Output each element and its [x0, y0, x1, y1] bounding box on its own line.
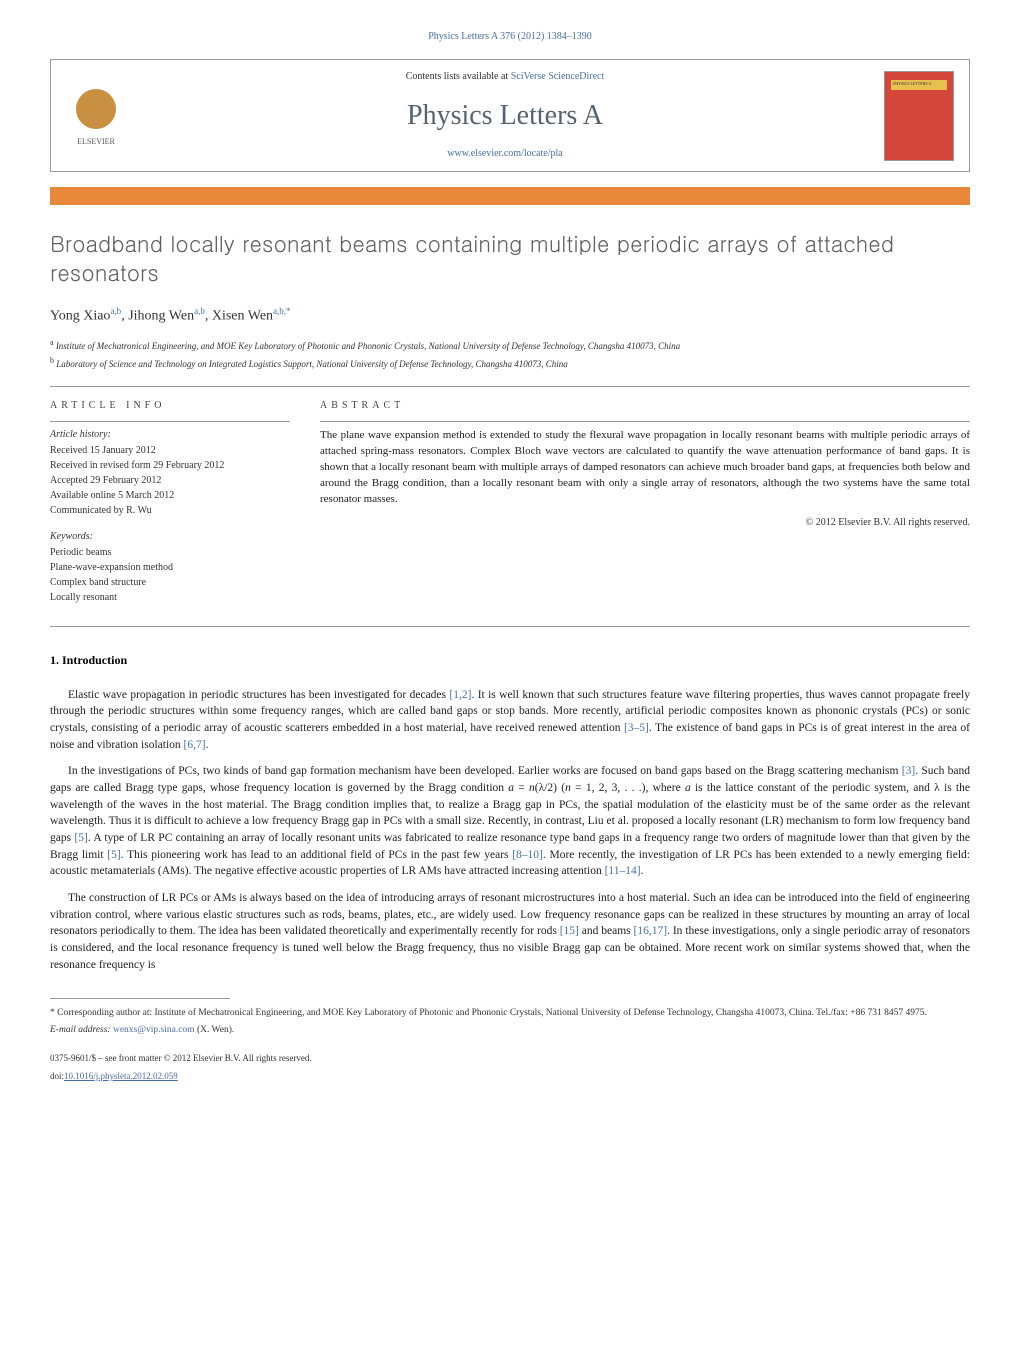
header-center: Contents lists available at SciVerse Sci…	[126, 70, 884, 161]
journal-url[interactable]: www.elsevier.com/locate/pla	[126, 147, 884, 161]
email-label: E-mail address:	[50, 1025, 113, 1035]
article-info-column: ARTICLE INFO Article history: Received 1…	[50, 399, 290, 606]
history-revised: Received in revised form 29 February 201…	[50, 459, 290, 473]
contents-available: Contents lists available at SciVerse Sci…	[126, 70, 884, 84]
journal-header: ELSEVIER Contents lists available at Sci…	[50, 59, 970, 172]
contents-text: Contents lists available at	[406, 71, 511, 82]
article-title: Broadband locally resonant beams contain…	[50, 230, 970, 287]
email-author: (X. Wen).	[195, 1025, 235, 1035]
sciencedirect-link[interactable]: SciVerse ScienceDirect	[511, 71, 605, 82]
ref-16-17[interactable]: [16,17]	[634, 925, 668, 937]
ref-3[interactable]: [3]	[902, 765, 915, 777]
corresponding-author-note: * Corresponding author at: Institute of …	[50, 1007, 970, 1020]
history-online: Available online 5 March 2012	[50, 489, 290, 503]
elsevier-tree-icon	[71, 84, 121, 134]
ref-1-2[interactable]: [1,2]	[449, 689, 471, 701]
ref-15[interactable]: [15]	[560, 925, 579, 937]
abstract-label: ABSTRACT	[320, 399, 970, 413]
authors-line: Yong Xiaoa,b, Jihong Wena,b, Xisen Wena,…	[50, 305, 970, 326]
history-received: Received 15 January 2012	[50, 444, 290, 458]
article-info-label: ARTICLE INFO	[50, 399, 290, 413]
intro-para-3: The construction of LR PCs or AMs is alw…	[50, 890, 970, 973]
abstract-divider	[320, 421, 970, 422]
affiliation-b: b Laboratory of Science and Technology o…	[50, 355, 970, 371]
author-1-sup: a,b	[110, 306, 121, 316]
intro-para-2: In the investigations of PCs, two kinds …	[50, 763, 970, 880]
ref-8-10[interactable]: [8–10]	[512, 849, 543, 861]
cover-label: PHYSICS LETTERS A	[893, 81, 931, 87]
author-3: Xisen Wen	[212, 309, 273, 324]
keyword-4: Locally resonant	[50, 591, 290, 605]
intro-heading: 1. Introduction	[50, 652, 970, 669]
ref-5a[interactable]: [5]	[74, 832, 87, 844]
journal-name: Physics Letters A	[126, 96, 884, 135]
ref-5b[interactable]: [5]	[107, 849, 120, 861]
ref-6-7[interactable]: [6,7]	[184, 739, 206, 751]
doi-line: doi:10.1016/j.physleta.2012.02.059	[50, 1067, 970, 1084]
front-matter: 0375-9601/$ – see front matter © 2012 El…	[50, 1052, 970, 1065]
abstract-column: ABSTRACT The plane wave expansion method…	[320, 399, 970, 606]
doi-label: doi:	[50, 1071, 64, 1081]
abstract-copyright: © 2012 Elsevier B.V. All rights reserved…	[320, 516, 970, 530]
keyword-2: Plane-wave-expansion method	[50, 561, 290, 575]
keywords-label: Keywords:	[50, 530, 290, 544]
affil-a-sup: a	[50, 338, 54, 347]
footer-separator	[50, 998, 230, 999]
divider-2	[50, 626, 970, 627]
info-divider	[50, 421, 290, 422]
author-1: Yong Xiao	[50, 309, 110, 324]
email-line: E-mail address: wenxs@vip.sina.com (X. W…	[50, 1024, 970, 1037]
affiliation-a: a Institute of Mechatronical Engineering…	[50, 337, 970, 353]
keyword-3: Complex band structure	[50, 576, 290, 590]
elsevier-logo: ELSEVIER	[66, 81, 126, 151]
email-link[interactable]: wenxs@vip.sina.com	[113, 1025, 195, 1035]
journal-cover-thumbnail: PHYSICS LETTERS A	[884, 71, 954, 161]
author-2: Jihong Wen	[128, 309, 194, 324]
abstract-text: The plane wave expansion method is exten…	[320, 428, 970, 508]
elsevier-text: ELSEVIER	[77, 136, 115, 147]
orange-divider-bar	[50, 187, 970, 205]
author-3-sup: a,b,*	[273, 306, 291, 316]
history-communicated: Communicated by R. Wu	[50, 504, 290, 518]
ref-11-14[interactable]: [11–14]	[605, 865, 641, 877]
history-label: Article history:	[50, 428, 290, 442]
divider-1	[50, 386, 970, 387]
info-abstract-row: ARTICLE INFO Article history: Received 1…	[50, 399, 970, 606]
affil-b-sup: b	[50, 356, 54, 365]
intro-para-1: Elastic wave propagation in periodic str…	[50, 687, 970, 754]
journal-reference: Physics Letters A 376 (2012) 1384–1390	[50, 30, 970, 44]
doi-link[interactable]: 10.1016/j.physleta.2012.02.059	[64, 1071, 178, 1081]
keyword-1: Periodic beams	[50, 546, 290, 560]
author-2-sup: a,b	[194, 306, 205, 316]
ref-3-5[interactable]: [3–5]	[624, 722, 649, 734]
history-accepted: Accepted 29 February 2012	[50, 474, 290, 488]
